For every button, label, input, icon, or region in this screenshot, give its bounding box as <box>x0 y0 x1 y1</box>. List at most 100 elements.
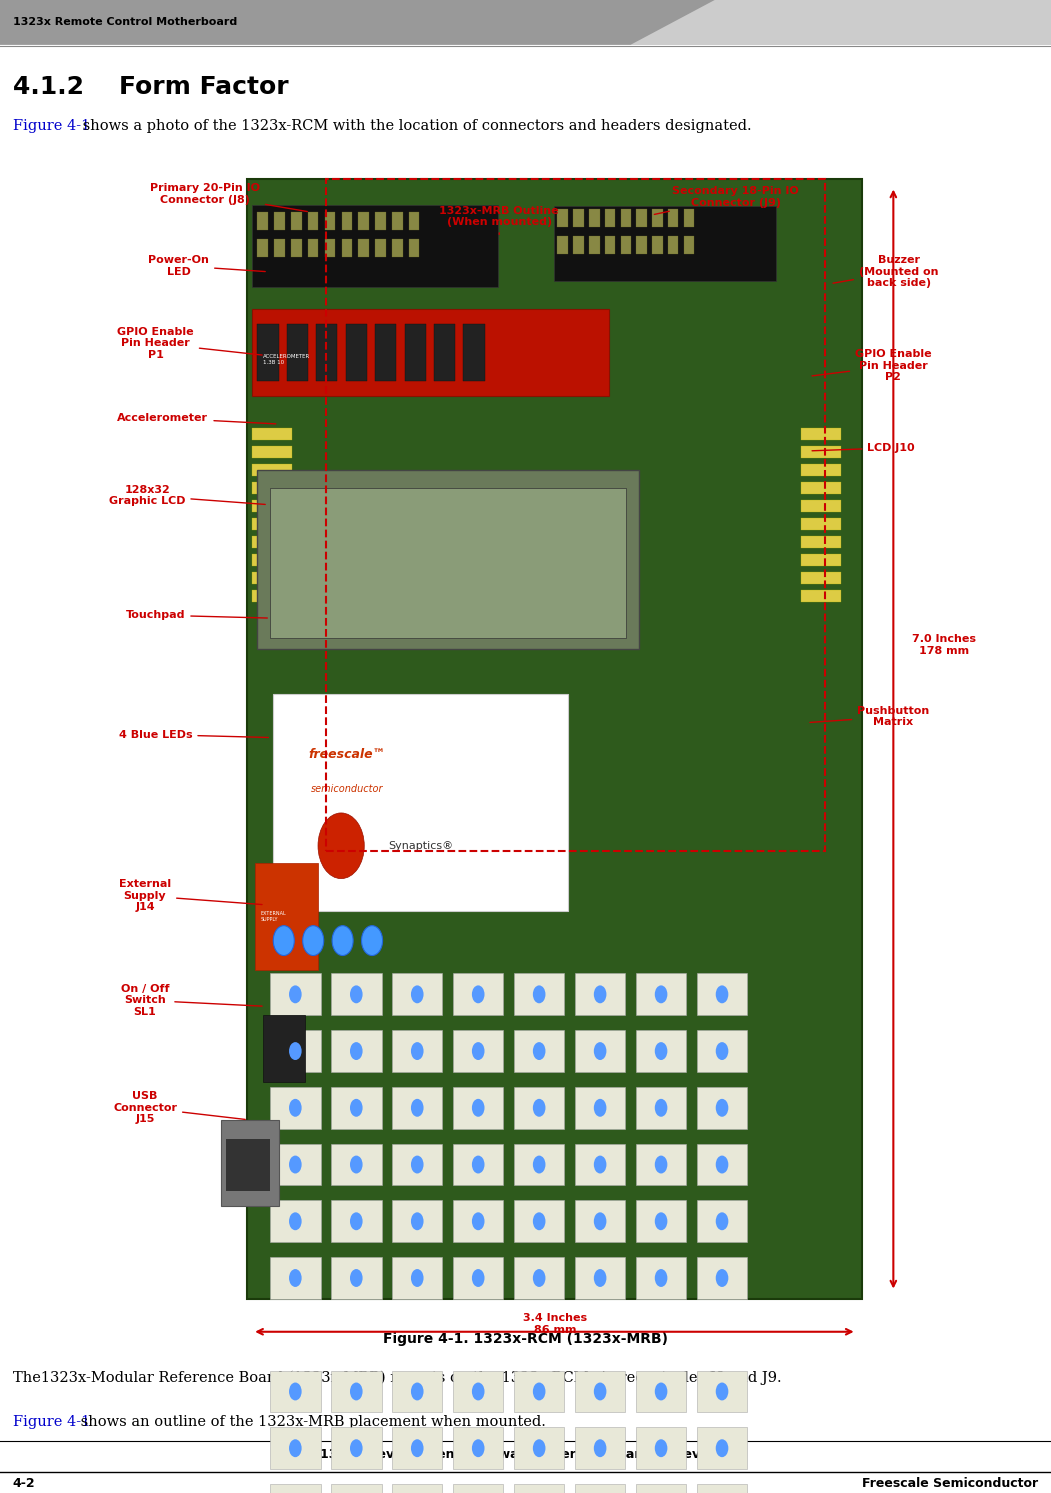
Bar <box>325 212 335 230</box>
Bar <box>274 212 285 230</box>
Bar <box>270 1030 321 1072</box>
Circle shape <box>533 1269 545 1287</box>
Bar <box>620 236 631 254</box>
Bar <box>252 446 292 458</box>
Circle shape <box>289 1383 302 1400</box>
Bar <box>392 1371 442 1412</box>
Bar <box>392 973 442 1015</box>
Bar <box>270 973 321 1015</box>
Bar <box>375 239 386 257</box>
Bar <box>325 239 335 257</box>
Bar <box>392 1030 442 1072</box>
Bar <box>636 1030 686 1072</box>
Bar <box>697 1144 747 1185</box>
Bar <box>697 1087 747 1129</box>
Circle shape <box>472 1099 485 1117</box>
Bar <box>392 1257 442 1299</box>
Bar <box>270 1257 321 1299</box>
Text: Synaptics®: Synaptics® <box>388 841 453 851</box>
Bar <box>667 209 678 227</box>
Circle shape <box>350 985 363 1003</box>
Bar <box>291 239 302 257</box>
Circle shape <box>594 1383 606 1400</box>
Bar <box>252 554 292 566</box>
Circle shape <box>472 1269 485 1287</box>
Circle shape <box>273 926 294 956</box>
Bar <box>255 863 318 970</box>
Bar <box>409 212 419 230</box>
Bar <box>801 464 841 476</box>
Bar <box>270 1484 321 1493</box>
Bar <box>358 239 369 257</box>
Bar <box>331 1484 382 1493</box>
Bar <box>575 1030 625 1072</box>
Bar <box>270 1087 321 1129</box>
Bar <box>514 1200 564 1242</box>
Bar <box>453 1427 503 1469</box>
Bar <box>575 1087 625 1129</box>
Bar <box>697 1200 747 1242</box>
Bar <box>589 236 599 254</box>
Circle shape <box>533 1212 545 1230</box>
Circle shape <box>289 1156 302 1173</box>
Bar <box>331 1087 382 1129</box>
Bar <box>514 973 564 1015</box>
Bar <box>514 1030 564 1072</box>
Bar <box>252 590 292 602</box>
Bar <box>463 324 485 381</box>
Bar <box>697 1427 747 1469</box>
Text: USB
Connector
J15: USB Connector J15 <box>114 1091 245 1124</box>
Bar <box>316 324 337 381</box>
Bar <box>274 239 285 257</box>
Bar <box>434 324 455 381</box>
Text: Figure 4-1: Figure 4-1 <box>13 119 90 133</box>
Circle shape <box>411 1439 424 1457</box>
Bar <box>636 1427 686 1469</box>
Circle shape <box>350 1269 363 1287</box>
Circle shape <box>350 1042 363 1060</box>
Text: freescale™: freescale™ <box>309 748 386 761</box>
Bar <box>270 488 626 638</box>
Text: Figure 4-1. 1323x-RCM (1323x-MRB): Figure 4-1. 1323x-RCM (1323x-MRB) <box>383 1332 668 1345</box>
Bar <box>358 212 369 230</box>
Circle shape <box>303 926 324 956</box>
Circle shape <box>350 1156 363 1173</box>
Text: 7.0 Inches
178 mm: 7.0 Inches 178 mm <box>912 635 975 655</box>
Circle shape <box>411 1269 424 1287</box>
Circle shape <box>594 1269 606 1287</box>
Bar <box>514 1484 564 1493</box>
Text: 128x32
Graphic LCD: 128x32 Graphic LCD <box>109 485 265 506</box>
Text: Freescale Semiconductor: Freescale Semiconductor <box>862 1477 1038 1490</box>
Text: semiconductor: semiconductor <box>311 784 384 794</box>
Bar <box>575 1200 625 1242</box>
Bar <box>514 1257 564 1299</box>
Bar <box>697 1257 747 1299</box>
Bar <box>252 518 292 530</box>
Circle shape <box>716 1156 728 1173</box>
Circle shape <box>533 985 545 1003</box>
Bar <box>331 1427 382 1469</box>
Bar <box>252 464 292 476</box>
Text: Buzzer
(Mounted on
back side): Buzzer (Mounted on back side) <box>833 255 939 288</box>
Bar <box>604 236 615 254</box>
Bar <box>604 209 615 227</box>
Bar <box>392 212 403 230</box>
Text: ACCELEROMETER
1.3B 10: ACCELEROMETER 1.3B 10 <box>263 354 310 364</box>
Bar <box>308 239 318 257</box>
Bar <box>273 694 569 911</box>
Bar <box>453 1371 503 1412</box>
Text: GPIO Enable
Pin Header
P1: GPIO Enable Pin Header P1 <box>118 327 262 360</box>
Bar <box>636 1484 686 1493</box>
Bar <box>514 1144 564 1185</box>
Circle shape <box>472 1212 485 1230</box>
Bar <box>342 212 352 230</box>
Bar <box>573 236 583 254</box>
Bar <box>453 1087 503 1129</box>
Bar <box>636 1200 686 1242</box>
Bar <box>392 1427 442 1469</box>
Bar <box>575 1371 625 1412</box>
Circle shape <box>594 1156 606 1173</box>
Bar <box>575 1144 625 1185</box>
Bar <box>247 179 862 1299</box>
Circle shape <box>472 1156 485 1173</box>
